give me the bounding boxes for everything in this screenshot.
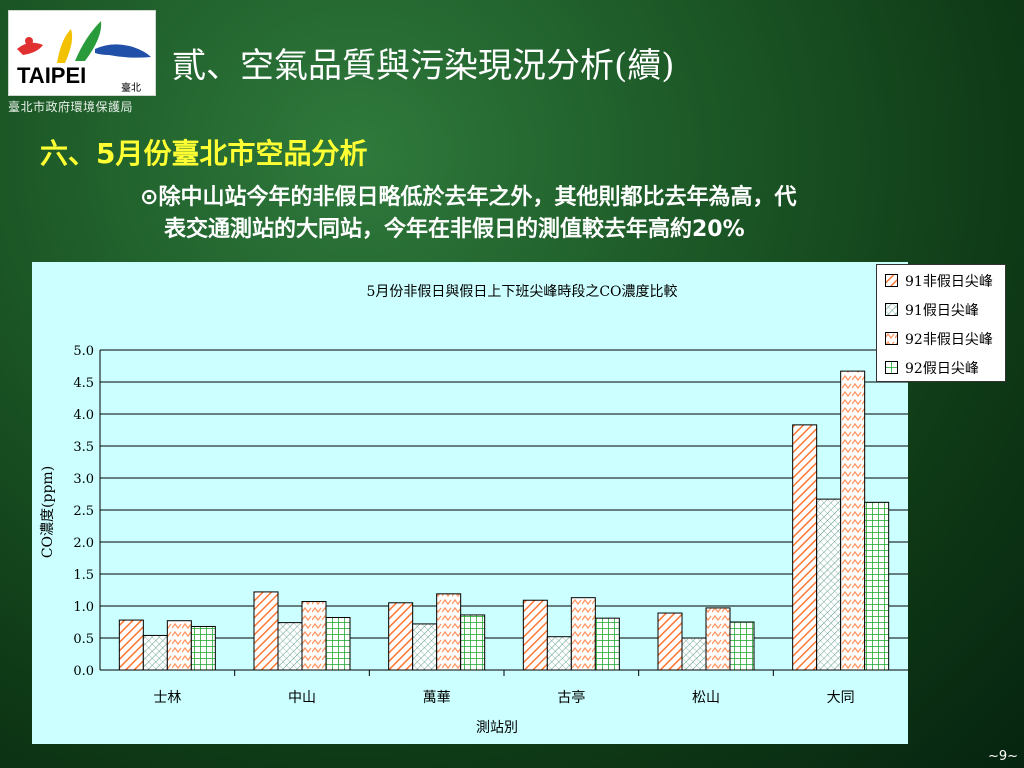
x-tick-label: 士林 [153, 690, 181, 706]
x-tick-label: 古亭 [557, 689, 585, 706]
y-tick-label: 3.5 [73, 440, 94, 455]
bar-古亭-91非假日尖峰 [522, 599, 548, 671]
bar-萬華-92假日尖峰 [460, 614, 486, 671]
x-tick-label: 松山 [692, 690, 720, 706]
y-tick-label: 5.0 [73, 344, 94, 359]
legend-item: 92假日尖峰 [885, 358, 979, 378]
x-tick-label: 萬華 [423, 690, 451, 706]
section-heading: 六、5月份臺北市空品分析 [40, 137, 368, 170]
legend-swatch [885, 361, 898, 374]
bar-中山-91非假日尖峰 [253, 591, 279, 671]
x-tick-label: 大同 [827, 690, 855, 706]
y-tick-label: 4.5 [73, 376, 94, 391]
page-title: 貳、空氣品質與污染現況分析(續) [172, 46, 675, 86]
y-tick-label: 1.0 [73, 600, 94, 615]
legend-item: 91非假日尖峰 [885, 271, 993, 291]
bar-松山-92假日尖峰 [729, 621, 755, 671]
bar-松山-92非假日尖峰 [705, 607, 731, 671]
co-bar-chart: 5月份非假日與假日上下班尖峰時段之CO濃度比較 0.0 0.5 1.0 1.5 2.0 2… [40, 284, 908, 736]
taipei-logo-graphic: TAIPEI 臺北 [17, 21, 151, 94]
page-number: ~9~ [987, 749, 1018, 764]
y-tick-label: 0.5 [73, 632, 94, 647]
bar-士林-91假日尖峰 [142, 634, 168, 671]
taipei-logo: TAIPEI 臺北 [8, 10, 156, 96]
bar-松山-91假日尖峰 [681, 637, 707, 671]
chart-bars [118, 370, 890, 671]
bullet-text-2: 表交通測站的大同站，今年在非假日的測值較去年高約20% [164, 217, 745, 242]
y-tick-label: 2.5 [73, 504, 94, 519]
x-tick-label: 中山 [288, 690, 316, 706]
bar-古亭-91假日尖峰 [546, 636, 572, 671]
bar-松山-91非假日尖峰 [657, 612, 683, 671]
y-tick-label: 2.0 [73, 536, 94, 551]
chart-axes: 0.0 0.5 1.0 1.5 2.0 2.5 3.0 3.5 4.0 4.5 5.0 士林 中山 萬華 古… [73, 344, 908, 706]
chart-legend: 91非假日尖峰 91假日尖峰 92非假日尖峰 92假日尖峰 [876, 264, 1006, 382]
bar-古亭-92假日尖峰 [594, 617, 620, 671]
bar-士林-91非假日尖峰 [118, 619, 144, 671]
bar-萬華-91非假日尖峰 [388, 602, 414, 671]
bar-大同-92非假日尖峰 [840, 370, 866, 671]
y-tick-label: 1.5 [73, 568, 94, 583]
bar-萬華-92非假日尖峰 [436, 593, 462, 671]
bullet-paragraph: ⊙除中山站今年的非假日略低於去年之外，其他則都比去年為高，代 表交通測站的大同站… [140, 182, 1000, 246]
y-tick-label: 4.0 [73, 408, 94, 423]
y-tick-label: 3.0 [73, 472, 94, 487]
legend-label: 92假日尖峰 [905, 361, 979, 377]
bar-中山-91假日尖峰 [277, 622, 303, 671]
chart-grid [100, 349, 908, 671]
x-axis-label: 測站別 [476, 720, 518, 736]
agency-name: 臺北市政府環境保護局 [8, 100, 134, 114]
bar-大同-91假日尖峰 [816, 498, 842, 671]
logo-subtext: 臺北 [121, 81, 141, 94]
legend-swatch [885, 303, 898, 316]
legend-label: 91假日尖峰 [905, 303, 979, 319]
legend-label: 91非假日尖峰 [905, 274, 993, 290]
y-axis-label: CO濃度(ppm) [40, 466, 56, 558]
bar-古亭-92非假日尖峰 [570, 597, 596, 671]
y-tick-label: 0.0 [73, 664, 94, 679]
bar-士林-92假日尖峰 [190, 625, 216, 671]
legend-label: 92非假日尖峰 [905, 332, 993, 348]
bar-中山-92假日尖峰 [325, 617, 351, 671]
bullet-symbol-icon: ⊙ [140, 185, 159, 210]
chart-title: 5月份非假日與假日上下班尖峰時段之CO濃度比較 [366, 284, 677, 300]
bar-萬華-91假日尖峰 [412, 623, 438, 671]
bar-大同-91非假日尖峰 [792, 424, 818, 671]
bar-士林-92非假日尖峰 [166, 620, 192, 671]
logo-text: TAIPEI [17, 63, 86, 88]
bullet-text-1: 除中山站今年的非假日略低於去年之外，其他則都比去年為高，代 [158, 185, 797, 210]
legend-item: 92非假日尖峰 [885, 329, 993, 349]
bar-大同-92假日尖峰 [864, 501, 890, 671]
bar-中山-92非假日尖峰 [301, 601, 327, 671]
chart-panel: 5月份非假日與假日上下班尖峰時段之CO濃度比較 0.0 0.5 1.0 1.5 2.0 2… [32, 262, 908, 744]
bullet-line-1: ⊙除中山站今年的非假日略低於去年之外，其他則都比去年為高，代 [140, 182, 1000, 214]
legend-item: 91假日尖峰 [885, 300, 979, 320]
legend-swatch [885, 332, 898, 345]
legend-swatch [885, 274, 898, 287]
